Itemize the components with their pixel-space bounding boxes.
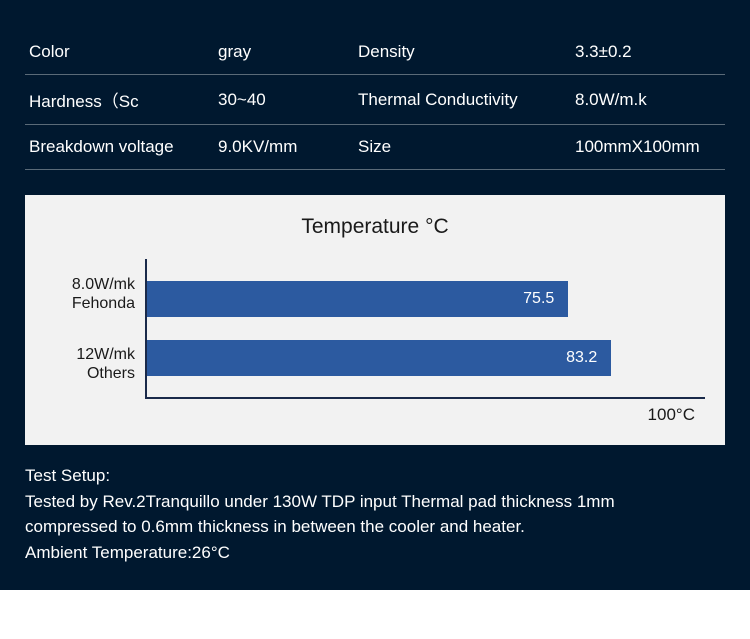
spec-label: Size xyxy=(354,125,571,170)
test-description: Test Setup: Tested by Rev.2Tranquillo un… xyxy=(25,463,725,565)
desc-heading: Test Setup: xyxy=(25,463,725,489)
chart-area: 8.0W/mk Fehonda 12W/mk Others 75.5 83.2 xyxy=(45,259,705,399)
x-max-label: 100°C xyxy=(648,405,695,425)
table-row: Color gray Density 3.3±0.2 xyxy=(25,30,725,75)
chart-y-labels: 8.0W/mk Fehonda 12W/mk Others xyxy=(45,259,145,399)
bar: 83.2 xyxy=(147,340,611,376)
spec-label: Hardness（Sc xyxy=(25,75,214,125)
bar-label-line1: 8.0W/mk xyxy=(72,276,135,293)
spec-panel: Color gray Density 3.3±0.2 Hardness（Sc 3… xyxy=(0,0,750,590)
desc-line: Tested by Rev.2Tranquillo under 130W TDP… xyxy=(25,489,725,515)
temperature-chart: Temperature °C 8.0W/mk Fehonda 12W/mk Ot… xyxy=(25,195,725,445)
bar-row: 75.5 xyxy=(147,281,705,317)
table-row: Hardness（Sc 30~40 Thermal Conductivity 8… xyxy=(25,75,725,125)
desc-line: compressed to 0.6mm thickness in between… xyxy=(25,514,725,540)
bar-label: 12W/mk Others xyxy=(45,345,135,383)
bar-value: 75.5 xyxy=(523,290,554,308)
spec-label: Color xyxy=(25,30,214,75)
spec-value: 9.0KV/mm xyxy=(214,125,354,170)
spec-label: Thermal Conductivity xyxy=(354,75,571,125)
spec-label: Density xyxy=(354,30,571,75)
bar-label-line1: 12W/mk xyxy=(76,346,135,363)
spec-value: 8.0W/m.k xyxy=(571,75,725,125)
spec-table: Color gray Density 3.3±0.2 Hardness（Sc 3… xyxy=(25,30,725,170)
chart-plot: 75.5 83.2 xyxy=(145,259,705,399)
bar-value: 83.2 xyxy=(566,349,597,367)
spec-label: Breakdown voltage xyxy=(25,125,214,170)
bar-label: 8.0W/mk Fehonda xyxy=(45,275,135,313)
bar-row: 83.2 xyxy=(147,340,705,376)
spec-value: 30~40 xyxy=(214,75,354,125)
bar-label-line2: Others xyxy=(87,365,135,382)
chart-title: Temperature °C xyxy=(45,215,705,239)
spec-value: gray xyxy=(214,30,354,75)
desc-line: Ambient Temperature:26°C xyxy=(25,540,725,566)
bar-label-line2: Fehonda xyxy=(72,295,135,312)
spec-value: 100mmX100mm xyxy=(571,125,725,170)
chart-x-axis: 100°C xyxy=(45,399,705,425)
table-row: Breakdown voltage 9.0KV/mm Size 100mmX10… xyxy=(25,125,725,170)
bar: 75.5 xyxy=(147,281,568,317)
spec-value: 3.3±0.2 xyxy=(571,30,725,75)
